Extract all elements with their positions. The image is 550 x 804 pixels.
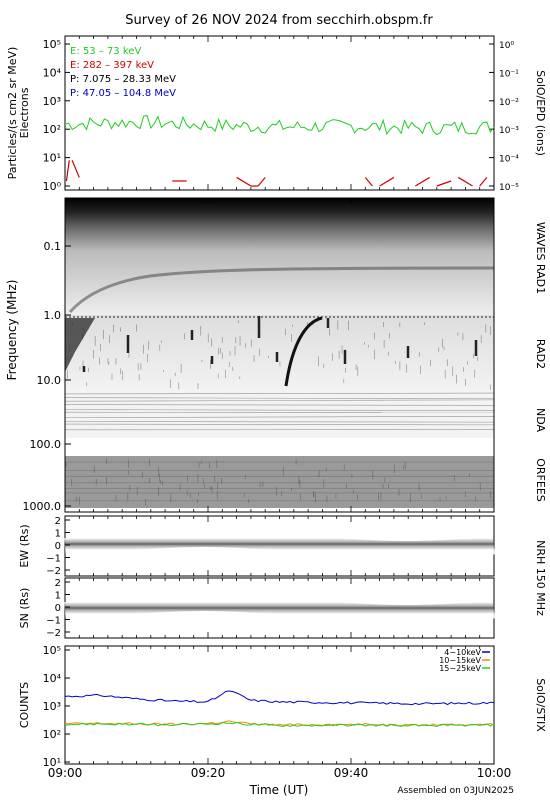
spectrogram-gap	[65, 438, 494, 456]
spectrogram-ytick-label: 0.1	[44, 240, 62, 253]
nrh-ytick-label: −1	[46, 554, 61, 565]
nrh-right-label: NRH 150 MHz	[534, 540, 547, 616]
particles-rtick-label: 10⁻⁴	[499, 155, 519, 165]
particles-ytick-label: 10⁴	[43, 66, 62, 79]
nda-band	[65, 390, 494, 438]
nrh-ytick-label: −2	[46, 566, 61, 577]
page-title: Survey of 26 NOV 2024 from secchirh.obsp…	[125, 13, 433, 28]
particles-rtick-label: 10⁻²	[499, 98, 519, 108]
nrh-ytick-label: −2	[46, 628, 61, 639]
instrument-labels: WAVES RAD1 RAD2 NDA ORFEES	[534, 222, 547, 502]
particles-ytick-label: 10²	[43, 123, 61, 136]
stix-ytick-label: 10²	[43, 728, 61, 741]
time-tick-label: 09:40	[334, 766, 369, 780]
stix-ytick-label: 10⁴	[43, 672, 62, 685]
nrh-ytick-label: −1	[46, 616, 61, 627]
particles-ytick-label: 10⁰	[43, 180, 62, 193]
particles-legend-entry: E: 282 – 397 keV	[70, 60, 154, 71]
particles-rtick-label: 10⁻⁵	[499, 183, 519, 193]
stix-ytick-label: 10⁵	[43, 644, 61, 657]
nrh-ytick-label: 0	[55, 541, 61, 552]
spectrogram-ytick-label: 100.0	[30, 438, 62, 451]
nrh-ytick-label: 2	[55, 516, 61, 527]
instrument-label: NDA	[534, 408, 547, 433]
particles-rtick-label: 10⁻¹	[499, 69, 519, 79]
instrument-label: WAVES RAD1	[534, 222, 547, 294]
stix-right-label: SolO/STIX	[534, 678, 547, 732]
nrh-ytick-label: 1	[55, 529, 61, 540]
particles-right-label: SolO/EPD (ions)	[534, 70, 547, 156]
time-tick-label: 09:00	[48, 766, 83, 780]
nrh-panel: 210−1−2 210−1−2 EW (Rs) SN (Rs) NRH 150 …	[18, 516, 547, 639]
nrh-ytick-label: 1	[55, 591, 61, 602]
particles-ytick-label: 10³	[43, 95, 61, 108]
stix-ytick-label: 10³	[43, 700, 61, 713]
stix-frame	[65, 646, 494, 764]
particles-legend-entry: P: 7.075 – 28.33 MeV	[70, 74, 176, 85]
rad2-band	[65, 315, 494, 390]
instrument-label: ORFEES	[534, 458, 547, 502]
particles-ytick-label: 10¹	[43, 152, 61, 165]
particles-panel: 10⁵ 10⁴ 10³ 10² 10¹ 10⁰ 10⁰ 10⁻¹ 10⁻² 10⁻³ 10⁻⁴ 10…	[6, 36, 547, 193]
spectrogram-yticks: 0.1 1.0 10.0 100.0 1000.0	[23, 240, 72, 513]
spectrogram-ytick-label: 10.0	[37, 374, 62, 387]
nrh-sn-label: SN (Rs)	[18, 588, 31, 629]
spectrogram-panel: 0.1 1.0 10.0 100.0 1000.0 Frequency (MHz) WA…	[5, 198, 547, 513]
spectrogram-ytick-label: 1.0	[44, 309, 62, 322]
time-axis-labels: 09:00 09:20 09:40 10:00	[48, 766, 512, 780]
orfees-band	[65, 456, 494, 508]
particles-ytick-label: 10⁵	[43, 38, 61, 51]
footer-assembled: Assembled on 03JUN2025	[397, 786, 514, 796]
stix-ylabel: COUNTS	[18, 682, 31, 728]
instrument-label: RAD2	[534, 339, 547, 369]
stix-legend-label: 15−25keV	[439, 664, 481, 673]
particles-rtick-label: 10⁻³	[499, 126, 519, 136]
nrh-ytick-label: 2	[55, 578, 61, 589]
particles-legend-entry: P: 47.05 – 104.8 MeV	[70, 88, 176, 99]
time-tick-label: 10:00	[477, 766, 512, 780]
particles-ylabel-electrons: Electrons	[18, 87, 31, 138]
nrh-ytick-label: 0	[55, 603, 61, 614]
spectrogram-ylabel: Frequency (MHz)	[5, 280, 19, 381]
time-tick-label: 09:20	[191, 766, 226, 780]
particles-legend-entry: E: 53 – 73 keV	[70, 46, 141, 57]
time-axis-label: Time (UT)	[249, 783, 309, 797]
rad1-band	[65, 198, 494, 315]
spectrogram-ytick-label: 1000.0	[23, 500, 62, 513]
nrh-ew-label: EW (Rs)	[18, 524, 31, 567]
particles-rtick-label: 10⁰	[499, 41, 514, 51]
